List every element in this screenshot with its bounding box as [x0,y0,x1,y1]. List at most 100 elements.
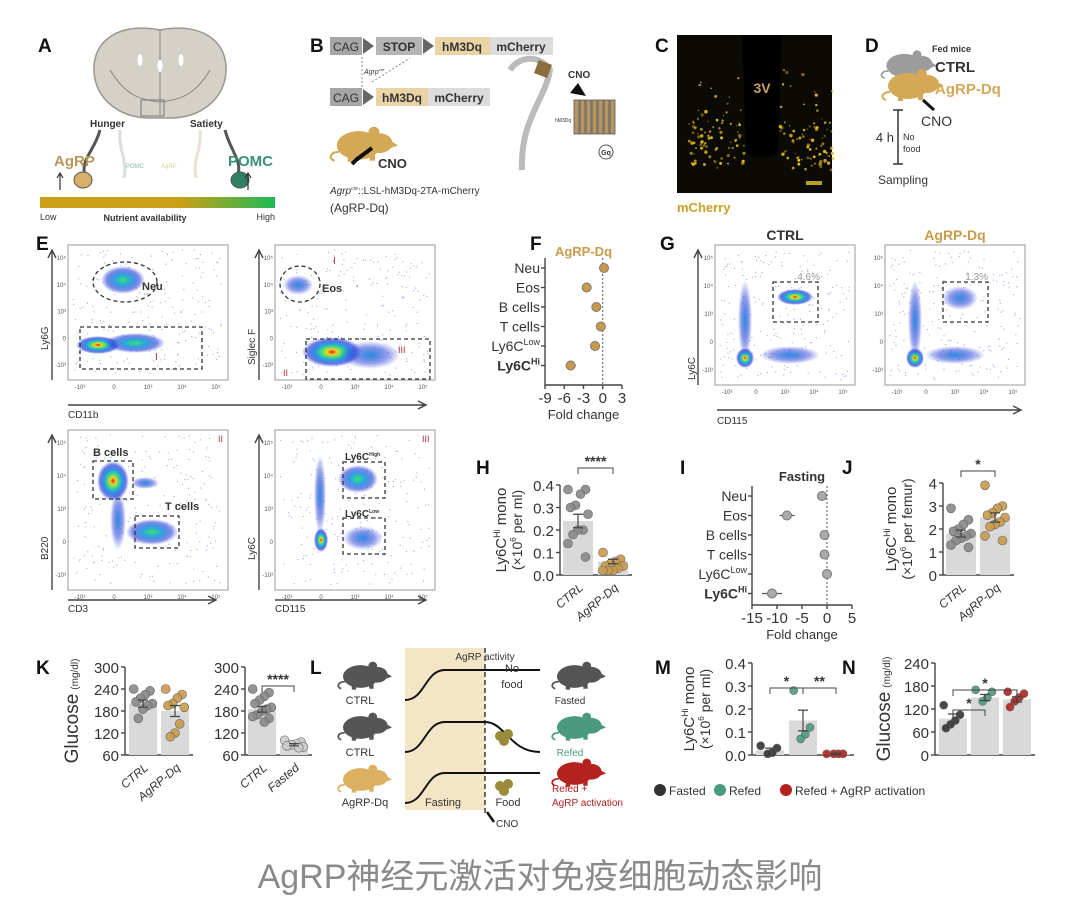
event-dot [116,564,118,567]
event-dot [333,255,335,257]
event-dot [135,511,137,514]
event-dot [128,466,130,468]
data-point [165,731,176,742]
cell-dot [797,162,801,166]
event-dot [194,498,196,500]
event-dot [333,568,335,570]
ly6g-label: Ly6G [40,326,51,350]
event-dot [78,266,80,268]
cell-dot [719,161,723,165]
event-dot [199,579,201,582]
event-dot [338,275,340,277]
cell-dot [782,68,786,72]
event-dot [389,374,391,376]
event-dot [809,341,811,344]
event-dot [841,287,843,289]
cell-dot [800,159,803,161]
cell-dot [734,138,738,142]
cell-dot [739,109,742,112]
event-dot [848,251,850,254]
event-dot [416,311,418,313]
event-dot [132,311,134,313]
event-dot [929,291,931,293]
panel-label-c: C [655,36,669,57]
event-dot [418,457,420,459]
event-dot [733,318,736,320]
cell-dot [707,136,711,140]
significance-label: * [982,675,988,691]
event-dot [381,548,384,551]
event-dot [1007,282,1010,284]
event-dot [149,373,151,375]
cell-dot [708,130,712,133]
event-dot [936,276,938,279]
y-axis-unit: (×106 per femur) [899,478,915,579]
event-dot [84,536,86,538]
event-dot [998,338,1000,340]
event-dot [147,316,150,318]
data-point [583,509,593,520]
event-dot [428,545,430,547]
event-dot [337,515,339,518]
event-dot [410,563,413,565]
event-dot [387,270,389,272]
event-dot [87,254,89,257]
event-dot [828,310,830,312]
cell-dot [731,147,734,150]
event-dot [103,256,105,258]
event-dot [893,283,895,285]
event-dot [141,435,144,438]
event-dot [899,322,901,324]
event-dot [163,289,166,291]
cell-dot [797,158,801,162]
event-dot [106,306,108,309]
event-dot [312,553,314,555]
cell-dot [697,109,700,112]
event-dot [905,372,907,374]
flow-tick-label: 0 [880,340,884,346]
event-dot [332,324,334,326]
event-dot [423,294,425,297]
data-point [131,697,141,707]
cell-dot [735,144,739,148]
event-dot [775,286,777,288]
data-point [598,565,608,576]
event-dot [401,274,403,277]
cell-dot [802,103,805,106]
event-dot [310,298,312,300]
x-tick-label: 0 [823,610,831,627]
x-tick-label: -15 [741,610,763,627]
event-dot [133,541,136,544]
event-dot [165,281,168,283]
event-dot [310,474,312,476]
event-dot [955,370,957,372]
cell-dot [821,137,823,139]
event-dot [427,353,429,355]
mcherry-label: mCherry [677,200,731,215]
event-dot [958,256,960,258]
event-dot [116,362,118,364]
event-dot [151,306,153,308]
event-dot [209,437,211,440]
event-dot [799,318,802,320]
cell-dot [719,130,723,135]
category-label: CTRL [237,761,270,792]
event-dot [759,275,761,277]
event-dot [354,499,356,501]
density-cluster [110,490,126,550]
event-dot [952,261,954,264]
event-dot [993,274,995,276]
error-bar [956,529,966,538]
y-tick-label: 0.1 [725,725,746,742]
event-dot [295,272,298,274]
event-dot [402,536,404,539]
event-dot [299,309,301,311]
event-dot [1016,286,1018,288]
event-dot [382,305,384,307]
event-dot [159,504,161,507]
event-dot [348,499,350,502]
event-dot [326,371,328,373]
density-cluster [101,266,145,294]
low-label: Low [40,212,57,222]
